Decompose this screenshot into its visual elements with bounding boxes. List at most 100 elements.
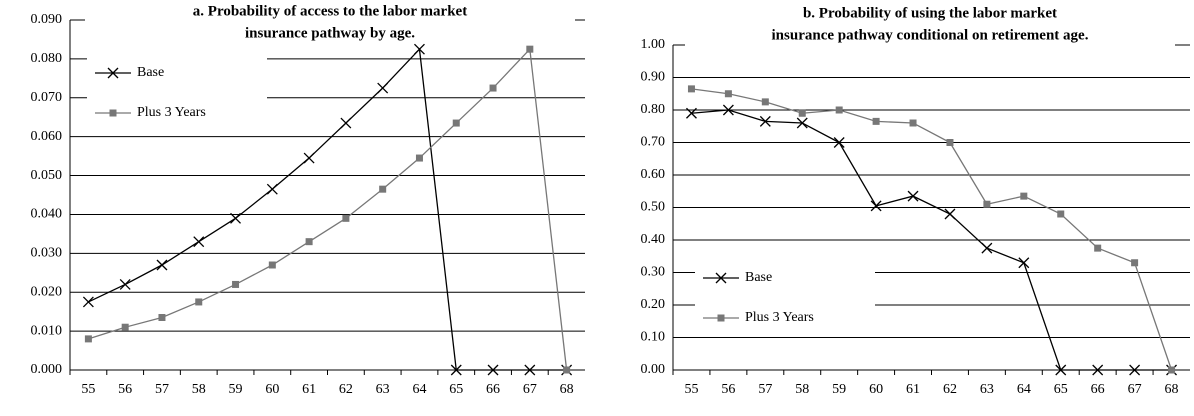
y-tick-label: 0.50 xyxy=(641,200,666,215)
marker xyxy=(761,98,769,106)
marker xyxy=(487,364,499,376)
marker xyxy=(524,364,536,376)
marker xyxy=(266,183,278,195)
marker-stroke xyxy=(1018,257,1030,269)
x-tick-label: 57 xyxy=(758,382,772,397)
chart-title: a. Probability of access to the labor ma… xyxy=(193,3,467,19)
marker xyxy=(232,280,240,288)
marker xyxy=(909,119,917,127)
marker xyxy=(1057,210,1065,218)
marker xyxy=(981,242,993,254)
legend-label: Plus 3 Years xyxy=(137,105,206,120)
marker xyxy=(1131,259,1139,267)
marker-stroke xyxy=(266,183,278,195)
y-tick-label: 0.090 xyxy=(31,12,63,27)
legend-label: Base xyxy=(137,65,164,80)
x-tick-label: 67 xyxy=(523,382,537,397)
y-tick-label: 0.080 xyxy=(31,51,63,66)
marker-stroke xyxy=(487,364,499,376)
marker xyxy=(835,106,843,114)
x-tick-label: 65 xyxy=(449,382,463,397)
marker-stroke xyxy=(414,43,425,55)
x-tick-label: 59 xyxy=(229,382,243,397)
y-tick-label: 0.020 xyxy=(31,284,63,299)
series-line xyxy=(88,47,567,371)
marker xyxy=(1094,244,1102,252)
x-tick-label: 60 xyxy=(265,382,279,397)
marker-stroke xyxy=(686,107,697,119)
y-tick-label: 0.90 xyxy=(641,70,666,85)
y-tick-label: 0.40 xyxy=(641,232,666,247)
y-tick-label: 0.010 xyxy=(31,323,63,338)
series-line xyxy=(88,47,568,371)
marker-stroke xyxy=(377,82,389,94)
marker xyxy=(193,236,205,248)
marker xyxy=(983,200,991,208)
marker xyxy=(759,115,771,127)
series-line xyxy=(691,109,1172,371)
marker xyxy=(1129,364,1141,376)
y-tick-label: 0.060 xyxy=(31,129,63,144)
marker-stroke xyxy=(796,117,808,129)
y-tick-label: 0.70 xyxy=(641,135,666,150)
x-tick-label: 55 xyxy=(81,382,95,397)
marker xyxy=(379,185,387,193)
marker-stroke xyxy=(1129,364,1141,376)
x-tick-label: 55 xyxy=(684,382,698,397)
marker-stroke xyxy=(833,137,845,148)
chart-title: insurance pathway conditional on retirem… xyxy=(772,27,1089,43)
x-tick-label: 63 xyxy=(980,382,994,397)
marker xyxy=(686,107,697,119)
y-tick-label: 0.10 xyxy=(641,330,666,345)
marker xyxy=(526,45,534,53)
marker-stroke xyxy=(156,259,168,271)
marker xyxy=(377,82,389,94)
x-tick-label: 61 xyxy=(302,382,316,397)
marker-stroke xyxy=(870,200,882,212)
chart: 0.00 0.10 0.20 0.30 0.40 0.50 0.60 0.70 0.80 0.90… xyxy=(641,0,1190,397)
marker-stroke xyxy=(715,272,727,284)
marker-stroke xyxy=(1092,364,1104,376)
marker xyxy=(119,278,131,290)
marker-stroke xyxy=(944,208,956,220)
marker xyxy=(833,137,845,148)
marker xyxy=(717,314,725,322)
marker xyxy=(305,238,313,246)
x-tick-label: 62 xyxy=(943,382,957,397)
y-tick-label: 0.30 xyxy=(641,265,666,280)
marker-stroke xyxy=(450,364,462,376)
marker xyxy=(450,364,462,376)
marker xyxy=(109,109,117,117)
marker xyxy=(1018,257,1030,269)
x-tick-label: 56 xyxy=(118,382,132,397)
marker xyxy=(796,117,808,129)
marker xyxy=(195,298,203,306)
x-tick-label: 56 xyxy=(721,382,735,397)
x-tick-label: 59 xyxy=(832,382,846,397)
y-tick-label: 0.20 xyxy=(641,297,666,312)
marker xyxy=(342,214,350,222)
marker xyxy=(158,314,166,321)
marker xyxy=(1092,364,1104,376)
y-tick-label: 0.040 xyxy=(31,207,63,222)
marker xyxy=(687,85,695,93)
marker-stroke xyxy=(722,104,734,116)
marker xyxy=(415,154,423,162)
x-tick-label: 64 xyxy=(1017,382,1031,397)
x-tick-label: 60 xyxy=(869,382,883,397)
x-tick-label: 58 xyxy=(192,382,206,397)
marker xyxy=(414,43,425,55)
marker xyxy=(944,208,956,220)
title-background xyxy=(85,0,575,46)
title-background xyxy=(685,0,1175,46)
marker xyxy=(84,335,92,343)
marker-stroke xyxy=(1055,364,1067,376)
y-tick-label: 0.030 xyxy=(31,246,63,261)
x-tick-label: 65 xyxy=(1054,382,1068,397)
x-tick-label: 57 xyxy=(155,382,169,397)
x-tick-label: 64 xyxy=(412,382,426,397)
marker xyxy=(715,272,727,284)
marker xyxy=(563,366,571,374)
marker xyxy=(303,152,315,164)
marker xyxy=(230,212,241,224)
